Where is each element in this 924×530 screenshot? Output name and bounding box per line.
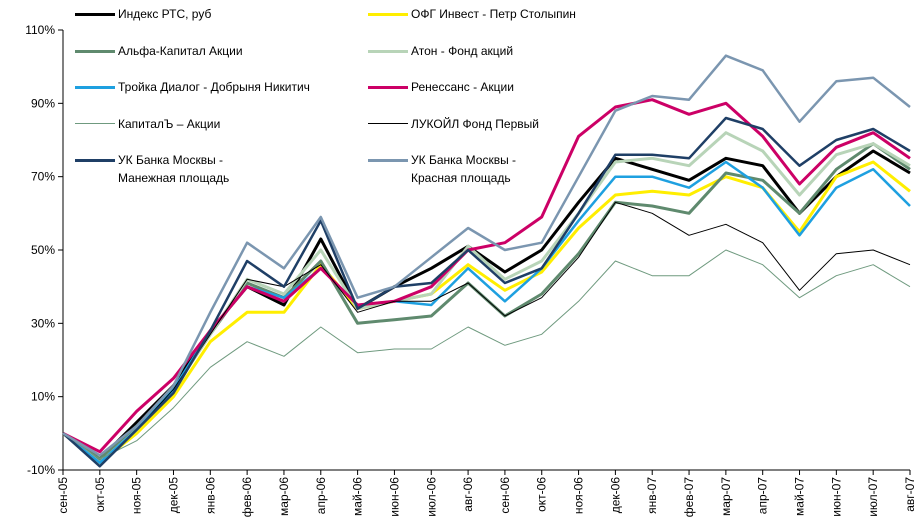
legend-swatch — [368, 86, 408, 89]
legend-swatch — [75, 122, 115, 124]
x-tick-label: окт-06 — [535, 477, 549, 512]
y-tick-label: 10% — [31, 390, 55, 404]
x-tick-label: сен-05 — [56, 477, 70, 514]
x-tick-label: янв-06 — [203, 477, 217, 514]
x-tick-label: авг-06 — [461, 477, 475, 512]
series-line — [62, 201, 911, 467]
legend-swatch — [75, 49, 115, 53]
x-tick-label: апр-07 — [756, 477, 770, 515]
x-tick-label: июн-07 — [829, 477, 843, 517]
legend-swatch — [368, 159, 408, 162]
x-tick-label: янв-07 — [645, 477, 659, 514]
x-tick-label: май-07 — [793, 477, 807, 516]
x-tick-label: окт-05 — [93, 477, 107, 512]
legend-swatch — [368, 49, 408, 53]
legend-swatch — [75, 159, 115, 162]
legend-label: Альфа-Капитал Акции — [118, 43, 243, 58]
legend-label: Ренессанс - Акции — [411, 80, 514, 94]
legend-label: Атон - Фонд акций — [411, 43, 514, 58]
x-tick-label: сен-06 — [498, 477, 512, 514]
y-tick-label: 30% — [31, 316, 55, 330]
series-line — [62, 249, 911, 460]
x-tick-label: авг-07 — [903, 477, 917, 512]
y-tick-label: 90% — [31, 96, 55, 110]
x-tick-label: мар-07 — [719, 477, 733, 516]
x-tick-label: июл-07 — [866, 477, 880, 517]
legend-label: ЛУКОЙЛ Фонд Первый — [411, 116, 539, 131]
x-tick-label: апр-06 — [314, 477, 328, 515]
x-tick-label: май-06 — [351, 477, 365, 516]
x-tick-label: ноя-05 — [130, 477, 144, 514]
y-tick-label: -10% — [27, 463, 55, 477]
x-tick-label: дек-06 — [608, 477, 622, 514]
legend-label: КапиталЪ – Акции — [118, 116, 221, 131]
legend-label: ОФГ Инвест - Петр Столыпин — [411, 7, 576, 21]
series-line — [62, 116, 911, 468]
x-tick-label: фев-06 — [240, 477, 254, 518]
legend-swatch — [368, 13, 408, 16]
x-tick-label: дек-05 — [166, 477, 180, 514]
legend-label: УК Банка Москвы - Манежная площадь — [118, 153, 230, 185]
legend-swatch — [368, 122, 408, 124]
series-line — [62, 54, 911, 457]
legend-swatch — [75, 13, 115, 16]
y-tick-label: 110% — [25, 23, 55, 37]
x-tick-label: июн-06 — [387, 477, 401, 517]
legend-swatch — [75, 86, 115, 89]
series-line — [62, 160, 911, 465]
x-tick-label: июл-06 — [424, 477, 438, 517]
y-tick-label: 50% — [31, 243, 55, 257]
legend-label: Тройка Диалог - Добрыня Никитич — [118, 80, 310, 94]
series-line — [62, 160, 911, 464]
x-tick-label: мар-06 — [277, 477, 291, 516]
legend-label: Индекс РТС, руб — [118, 7, 212, 21]
y-tick-label: 70% — [31, 170, 55, 184]
x-tick-label: ноя-06 — [572, 477, 586, 514]
x-tick-label: фев-07 — [682, 477, 696, 518]
legend-label: УК Банка Москвы - Красная площадь — [411, 153, 517, 185]
